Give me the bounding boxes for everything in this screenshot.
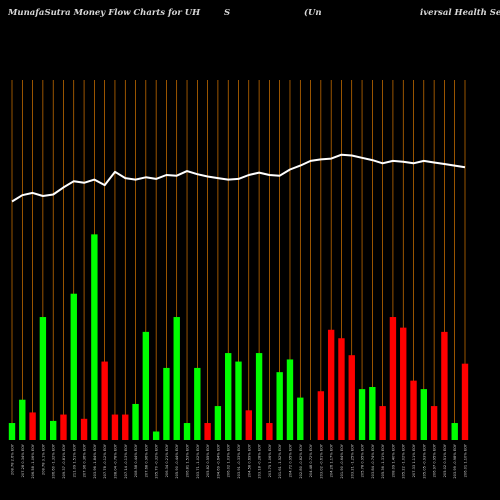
money-flow-bar <box>8 423 16 440</box>
money-flow-bar <box>173 317 180 440</box>
money-flow-bar <box>338 338 345 440</box>
x-tick-label: 206.58 -1.06% EOY <box>31 443 35 478</box>
money-flow-bar <box>420 389 428 440</box>
money-flow-bar <box>29 412 36 440</box>
x-tick-label: 203.18 -0.28% EOY <box>258 443 262 478</box>
money-flow-bar <box>317 391 325 440</box>
x-tick-label: 205.82 0.55% EOY <box>206 443 210 477</box>
money-flow-bar <box>214 406 222 440</box>
x-tick-label: 207.78 -0.12% EOY <box>103 443 107 478</box>
money-flow-bar <box>122 414 129 440</box>
x-tick-label: 204.58 0.69% EOY <box>247 443 251 477</box>
money-flow-bar <box>183 423 191 440</box>
x-tick-label: 204.48 0.72% EOY <box>309 443 313 477</box>
x-tick-label: 211.09 1.51% EOY <box>72 443 76 477</box>
money-flow-bar <box>245 410 252 440</box>
money-flow-bar <box>235 361 242 440</box>
x-tick-label: 204.26 1.17% EOY <box>330 443 334 477</box>
x-tick-label: 209.37 -0.81% EOY <box>62 443 66 478</box>
money-flow-bar <box>163 367 170 440</box>
x-tick-label: 206.97 0.95% EOY <box>433 443 437 477</box>
money-flow-bar <box>441 331 448 440</box>
title-part-4: iversal Health Services <box>420 8 500 18</box>
x-tick-label: 206.60 -1.32% EOY <box>52 443 56 478</box>
money-flow-bar <box>266 423 273 440</box>
money-flow-bar <box>451 423 458 440</box>
x-tick-label: 204.69 -0.64% EOY <box>216 443 220 478</box>
x-tick-label: 205.22 -1.02% EOY <box>402 443 406 478</box>
money-flow-bar <box>152 431 160 440</box>
x-tick-label: 205.78 0.95% EOY <box>361 443 365 477</box>
money-flow-bar <box>111 414 119 440</box>
money-flow-bar <box>276 372 283 440</box>
money-flow-bar <box>286 359 294 440</box>
x-tick-label: 205.36 -1.31% EOY <box>381 443 385 478</box>
x-tick-labels: 208.78 2.6% EOY 207.28 0.34% EOY 206.58 -1… <box>11 443 468 478</box>
money-flow-bar <box>400 327 407 440</box>
money-flow-bar <box>225 353 232 440</box>
x-tick-label: 208.04 -0.78% EOY <box>113 443 117 478</box>
x-tick-label: 205.02 0.51% EOY <box>443 443 447 477</box>
money-flow-bar <box>49 420 57 440</box>
money-flow-bar <box>255 353 263 440</box>
x-tick-label: 203.99 -0.98% EOY <box>453 443 457 478</box>
x-tick-label: 208.78 3.1% EOY <box>41 443 45 475</box>
money-flow-bar <box>379 406 386 440</box>
price-line-path <box>11 153 466 203</box>
money-flow-bar <box>80 418 88 440</box>
money-flow-bar <box>91 234 98 440</box>
x-tick-label: 203.91 -0.33% EOY <box>237 443 241 478</box>
x-tick-label: 207.96 0.36% EOY <box>83 443 87 477</box>
x-tick-label: 203.96 -1.84% EOY <box>93 443 97 478</box>
money-flow-bar <box>297 397 304 440</box>
x-tick-label: 208.09 1.40% EOY <box>391 443 395 477</box>
title-part-3: (Un <box>304 8 322 18</box>
x-tick-label: 203.84 -0.74% EOY <box>371 443 375 478</box>
price-line <box>11 153 466 203</box>
x-tick-label: 208.58 0.44% EOY <box>134 443 138 477</box>
money-flow-bar <box>461 363 469 440</box>
x-tick-label: 203.71 -1.02% EOY <box>196 443 200 478</box>
x-tick-label: 203.02 -0.61% EOY <box>319 443 323 478</box>
money-flow-bar <box>60 414 67 440</box>
money-flow-bar <box>348 355 355 440</box>
money-flow-bar <box>430 406 438 440</box>
title-part-1: MunafaSutra Money Flow Charts for UH <box>8 8 201 18</box>
money-flow-bars <box>8 234 469 440</box>
money-flow-bar <box>70 293 77 440</box>
x-tick-label: 202.80 -0.82% EOY <box>299 443 303 478</box>
x-tick-label: 205.05 -0.93% EOY <box>422 443 426 478</box>
x-tick-label: 207.68 0.96% EOY <box>144 443 148 477</box>
title-part-2: S <box>224 8 231 18</box>
x-tick-label: 205.70 -0.32% EOY <box>155 443 159 478</box>
x-tick-label: 206.34 0.21% EOY <box>165 443 169 477</box>
x-tick-label: 207.14 -0.13% EOY <box>124 443 128 478</box>
money-flow-bar <box>194 367 201 440</box>
x-tick-label: 207.28 0.34% EOY <box>21 443 25 477</box>
money-flow-bar <box>327 329 335 440</box>
money-flow-bar <box>39 317 47 440</box>
x-tick-label: 206.02 1.03% EOY <box>227 443 231 477</box>
money-flow-bar <box>410 380 417 440</box>
x-tick-label: 206.81 1.53% EOY <box>186 443 190 477</box>
money-flow-bar <box>19 399 26 440</box>
x-tick-label: 201.90 -0.64% EOY <box>340 443 344 478</box>
money-flow-bar <box>132 403 139 440</box>
money-flow-bar <box>369 387 376 440</box>
chart-title: MunafaSutra Money Flow Charts for UH S (… <box>8 8 500 22</box>
money-flow-bar <box>204 423 211 440</box>
x-tick-label: 206.01 1.10% EOY <box>464 443 468 477</box>
money-flow-bar <box>389 317 397 440</box>
x-tick-label: 208.78 2.6% EOY <box>11 443 15 475</box>
x-tick-label: 203.75 1.06% EOY <box>268 443 272 477</box>
x-tick-label: 204.72 0.95% EOY <box>288 443 292 477</box>
x-tick-label: 207.33 1.11% EOY <box>412 443 416 477</box>
money-flow-bar <box>142 331 150 440</box>
money-flow-bar <box>358 389 366 440</box>
money-flow-bar <box>101 361 108 440</box>
x-tick-label: 203.21 -1.25% EOY <box>350 443 354 478</box>
x-tick-label: 205.90 -0.44% EOY <box>175 443 179 478</box>
x-tick-label: 201.61 -1.52% EOY <box>278 443 282 478</box>
